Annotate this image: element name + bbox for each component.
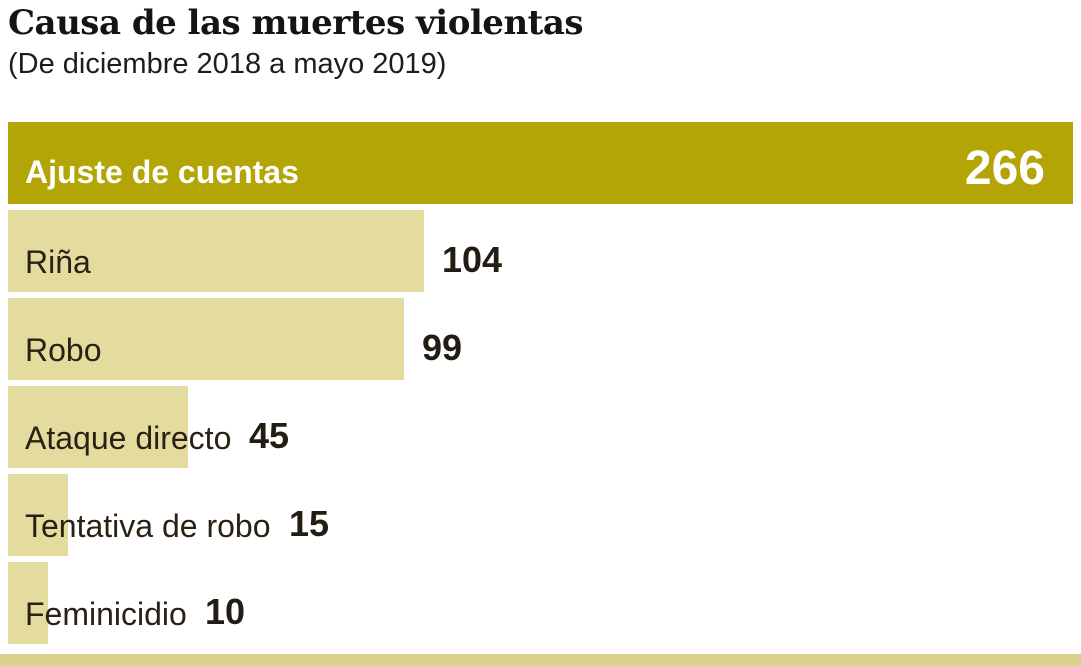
bar-label: Ajuste de cuentas xyxy=(25,154,299,190)
bar-row-feminicidio: Feminicidio 10 xyxy=(8,562,1073,644)
bar-value: 266 xyxy=(964,142,1045,195)
bar xyxy=(8,210,424,292)
chart-title: Causa de las muertes violentas xyxy=(8,3,584,43)
bar xyxy=(8,474,68,556)
bar-row-ajuste-de-cuentas: Ajuste de cuentas 266 xyxy=(8,122,1073,204)
bar xyxy=(8,298,404,380)
bar-chart: Ajuste de cuentas 266 Riña 104 Robo 99 A… xyxy=(8,122,1073,650)
bar-label: Robo xyxy=(25,332,102,368)
cropped-next-bar-strip xyxy=(0,654,1081,666)
bar-value: 15 xyxy=(289,503,330,544)
bar xyxy=(8,122,1073,204)
bar-row-robo: Robo 99 xyxy=(8,298,1073,380)
bar-value: 45 xyxy=(249,415,290,456)
bar-row-tentativa-de-robo: Tentativa de robo 15 xyxy=(8,474,1073,556)
chart-subtitle: (De diciembre 2018 a mayo 2019) xyxy=(8,48,447,81)
chart-header: Causa de las muertes violentas (De dicie… xyxy=(8,3,1073,81)
bar-label: Feminicidio xyxy=(25,596,187,632)
bar-label: Ataque directo xyxy=(25,420,232,456)
bar-value: 99 xyxy=(422,327,463,368)
bar xyxy=(8,386,188,468)
bar-row-rina: Riña 104 xyxy=(8,210,1073,292)
bar xyxy=(8,562,48,644)
bar-value: 10 xyxy=(205,591,246,632)
bar-label: Riña xyxy=(25,244,91,280)
bar-row-ataque-directo: Ataque directo 45 xyxy=(8,386,1073,468)
bar-label: Tentativa de robo xyxy=(25,508,271,544)
bar-value: 104 xyxy=(442,239,503,280)
